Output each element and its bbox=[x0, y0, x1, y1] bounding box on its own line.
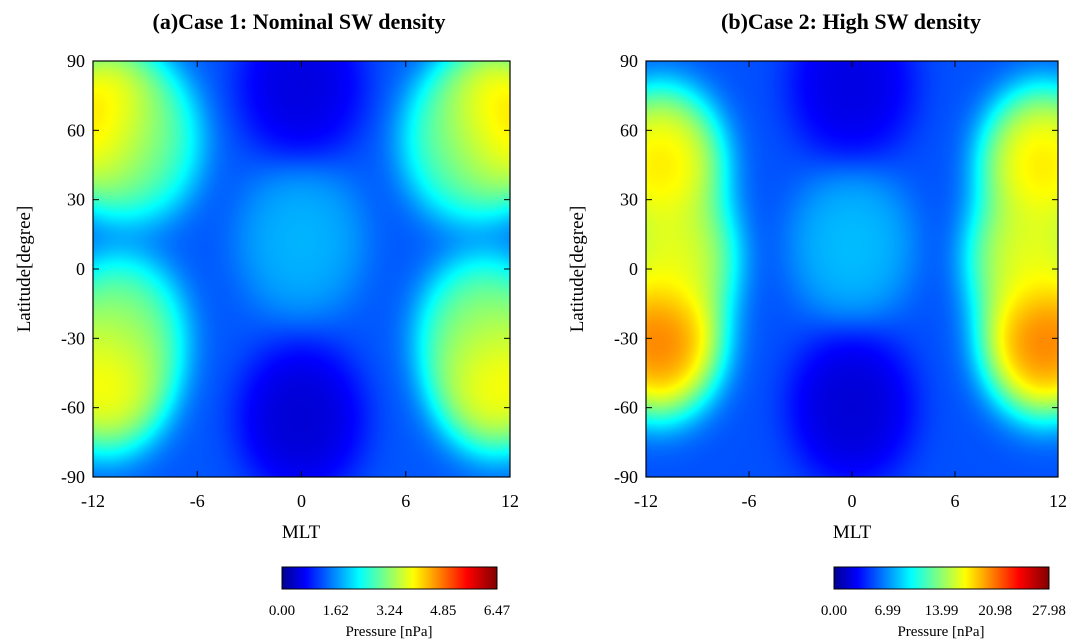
panel-a-colorbar bbox=[281, 566, 498, 590]
y-tick-label: 30 bbox=[67, 190, 85, 210]
y-tick-label: -30 bbox=[614, 328, 638, 348]
panel-b-colorbar-label: Pressure [nPa] bbox=[897, 624, 984, 640]
panel-a: (a)Case 1: Nominal SW density -12 -6 0 6 129… bbox=[14, 9, 519, 640]
y-tick-label: 90 bbox=[620, 51, 638, 71]
colorbar-tick-label: 13.99 bbox=[925, 603, 959, 619]
colorbar-tick-label: 6.47 bbox=[484, 603, 511, 619]
colorbar-tick-label: 4.85 bbox=[430, 603, 456, 619]
colorbar-tick-label: 27.98 bbox=[1032, 603, 1066, 619]
panel-b-title: (b)Case 2: High SW density bbox=[721, 9, 981, 34]
y-tick-label: -30 bbox=[61, 328, 85, 348]
x-tick-label: -12 bbox=[634, 491, 658, 511]
colorbar-tick-label: 1.62 bbox=[323, 603, 349, 619]
y-tick-label: 30 bbox=[620, 190, 638, 210]
colorbar-tick-label: 20.98 bbox=[978, 603, 1012, 619]
panel-a-colorbar-ticks: 0.00 1.62 3.24 4.85 6.47 bbox=[269, 603, 511, 619]
y-tick-label: -60 bbox=[614, 398, 638, 418]
panel-b: (b)Case 2: High SW density -12 -6 0 6 129060… bbox=[567, 9, 1067, 640]
panel-a-xlabel: MLT bbox=[282, 522, 321, 543]
panel-b-heatmap bbox=[646, 61, 1058, 477]
y-tick-label: 0 bbox=[76, 259, 85, 279]
panel-a-ylabel: Latitude[degree] bbox=[14, 206, 35, 333]
panel-a-colorbar-label: Pressure [nPa] bbox=[345, 624, 432, 640]
panel-a-title: (a)Case 1: Nominal SW density bbox=[153, 9, 446, 34]
panel-b-colorbar-ticks: 0.00 6.99 13.99 20.98 27.98 bbox=[821, 603, 1066, 619]
panel-b-xlabel: MLT bbox=[833, 522, 872, 543]
colorbar-tick-label: 3.24 bbox=[376, 603, 403, 619]
y-tick-label: 60 bbox=[620, 120, 638, 140]
y-tick-label: -60 bbox=[61, 398, 85, 418]
y-tick-label: -90 bbox=[61, 467, 85, 487]
x-tick-label: -12 bbox=[81, 491, 105, 511]
x-tick-label: 6 bbox=[401, 491, 410, 511]
y-tick-label: 0 bbox=[629, 259, 638, 279]
colorbar-tick-label: 0.00 bbox=[821, 603, 847, 619]
x-tick-label: 12 bbox=[1049, 491, 1067, 511]
y-tick-label: 90 bbox=[67, 51, 85, 71]
panel-b-ylabel: Latitude[degree] bbox=[567, 206, 588, 333]
x-tick-label: 0 bbox=[848, 491, 857, 511]
x-tick-label: 6 bbox=[951, 491, 960, 511]
x-tick-label: -6 bbox=[190, 491, 205, 511]
panel-a-heatmap bbox=[93, 61, 510, 477]
x-tick-label: -6 bbox=[742, 491, 757, 511]
x-tick-label: 0 bbox=[297, 491, 306, 511]
y-tick-label: -90 bbox=[614, 467, 638, 487]
y-tick-label: 60 bbox=[67, 120, 85, 140]
panel-b-colorbar bbox=[833, 566, 1050, 590]
colorbar-tick-label: 0.00 bbox=[269, 603, 295, 619]
x-tick-label: 12 bbox=[501, 491, 519, 511]
colorbar-tick-label: 6.99 bbox=[875, 603, 901, 619]
